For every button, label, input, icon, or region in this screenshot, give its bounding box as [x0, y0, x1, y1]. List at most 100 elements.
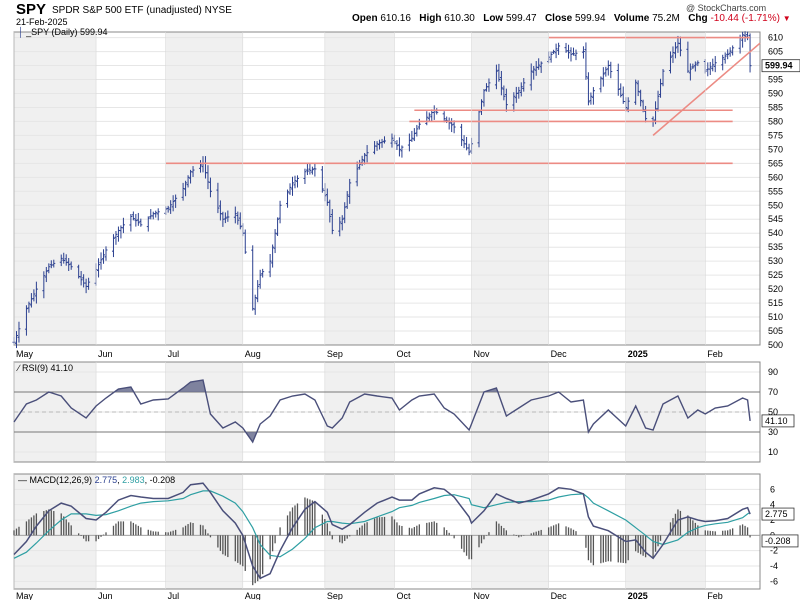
month-label-bottom: Oct	[396, 591, 411, 600]
price-axis-label: 540	[768, 228, 783, 238]
trend-line	[652, 42, 761, 137]
macd-line	[13, 482, 751, 580]
month-label-bottom: May	[16, 591, 34, 600]
price-axis-label: 530	[768, 256, 783, 266]
price-axis-label: 580	[768, 116, 783, 126]
month-band	[14, 474, 97, 589]
month-label: 2025	[628, 349, 648, 359]
month-label: Oct	[396, 349, 411, 359]
close-label: Close	[544, 13, 573, 24]
month-band	[14, 32, 97, 345]
price-axis-label: 525	[768, 270, 783, 280]
bar-legend-icon: │	[18, 27, 24, 37]
hist-value-box	[761, 534, 799, 548]
month-label: Feb	[707, 349, 723, 359]
price-bars	[12, 31, 752, 349]
month-band	[625, 474, 706, 589]
rsi-value-label: 41.10	[765, 416, 788, 426]
macd-axis-label: -6	[770, 576, 778, 586]
rsi-value-box	[761, 414, 795, 428]
month-label-bottom: Jul	[168, 591, 180, 600]
macd-legend-icon: —	[18, 475, 27, 485]
month-band	[324, 32, 395, 345]
price-axis-label: 510	[768, 312, 783, 322]
month-label: Aug	[245, 349, 261, 359]
price-legend: │ _SPY (Daily) 599.94	[18, 27, 108, 37]
rsi-axis-label: 10	[768, 447, 778, 457]
line-legend-icon: ∕	[18, 363, 20, 373]
price-axis-label: 535	[768, 242, 783, 252]
price-axis-label: 605	[768, 47, 783, 57]
month-band	[471, 32, 549, 345]
open-label: Open	[352, 13, 378, 24]
rsi-line	[13, 379, 751, 444]
month-band	[625, 32, 706, 345]
high-value: 610.30	[444, 13, 475, 24]
rsi-legend-text: RSI(9) 41.10	[22, 363, 74, 373]
signal-legend-value: 2.983	[122, 475, 145, 485]
month-label-bottom: 2025	[628, 591, 648, 600]
price-axis-label: 585	[768, 102, 783, 112]
month-label: Sep	[327, 349, 343, 359]
last-price-label: 599.94	[765, 61, 793, 71]
macd-axis-label: -2	[770, 546, 778, 556]
quote-summary: Open 610.16 High 610.30 Low 599.47 Close…	[352, 13, 791, 24]
rsi-overbought-fill	[14, 380, 751, 392]
month-label: Jul	[168, 349, 180, 359]
price-axis-label: 545	[768, 214, 783, 224]
price-axis-label: 505	[768, 326, 783, 336]
last-price-box	[761, 59, 800, 73]
open-value: 610.16	[380, 13, 411, 24]
high-label: High	[419, 13, 442, 24]
rsi-legend: ∕ RSI(9) 41.10	[18, 363, 73, 373]
hist-value-label: -0.208	[765, 536, 791, 546]
month-label-bottom: Jun	[98, 591, 113, 600]
macd-legend-value: 2.775	[94, 475, 118, 485]
price-axis-label: 550	[768, 200, 783, 210]
volume-label: Volume	[613, 13, 650, 24]
chg-label: Chg	[688, 13, 708, 24]
rsi-axis-label: 30	[768, 427, 778, 437]
close-value: 599.94	[574, 13, 606, 24]
ticker-symbol: SPY	[16, 1, 47, 18]
price-axis-label: 595	[768, 75, 783, 85]
month-label-bottom: Dec	[551, 591, 568, 600]
price-axis-label: 610	[768, 33, 783, 43]
price-axis-label: 500	[768, 340, 783, 350]
company-name: SPDR S&P 500 ETF (unadjusted) NYSE	[52, 5, 232, 16]
down-arrow-icon: ▼	[782, 14, 791, 23]
month-label-bottom: Sep	[327, 591, 343, 600]
macd-value-label: 2.775	[765, 509, 788, 519]
price-axis-label: 560	[768, 172, 783, 182]
copyright-label: @ StockCharts.com	[686, 3, 767, 13]
month-label: Dec	[551, 349, 568, 359]
price-axis-label: 515	[768, 298, 783, 308]
price-axis-label: 565	[768, 158, 783, 168]
macd-legend: — MACD(12,26,9) 2.775, 2.983, -0.208	[18, 475, 176, 485]
macd-legend-prefix: MACD(12,26,9)	[29, 475, 93, 485]
month-band	[165, 32, 243, 345]
rsi-axis-label: 70	[768, 387, 778, 397]
low-value: 599.47	[506, 13, 537, 24]
hist-legend-value: -0.208	[149, 475, 176, 485]
macd-axis-label: 6	[770, 484, 775, 494]
price-axis-label: 590	[768, 88, 783, 98]
macd-value-box	[761, 507, 795, 521]
chg-value: -10.44 (-1.71%)	[710, 13, 780, 24]
volume-value: 75.2M	[652, 13, 680, 24]
month-label-bottom: Nov	[474, 591, 491, 600]
month-label: Nov	[474, 349, 491, 359]
month-band	[471, 474, 549, 589]
macd-axis-label: -4	[770, 561, 778, 571]
low-label: Low	[483, 13, 504, 24]
macd-histogram	[13, 497, 751, 586]
chart-date: 21-Feb-2025	[16, 17, 68, 27]
price-axis-label: 570	[768, 144, 783, 154]
month-label-bottom: Feb	[707, 591, 723, 600]
month-label: May	[16, 349, 34, 359]
price-axis-label: 555	[768, 186, 783, 196]
month-label: Jun	[98, 349, 113, 359]
rsi-axis-label: 50	[768, 407, 778, 417]
month-band	[165, 474, 243, 589]
